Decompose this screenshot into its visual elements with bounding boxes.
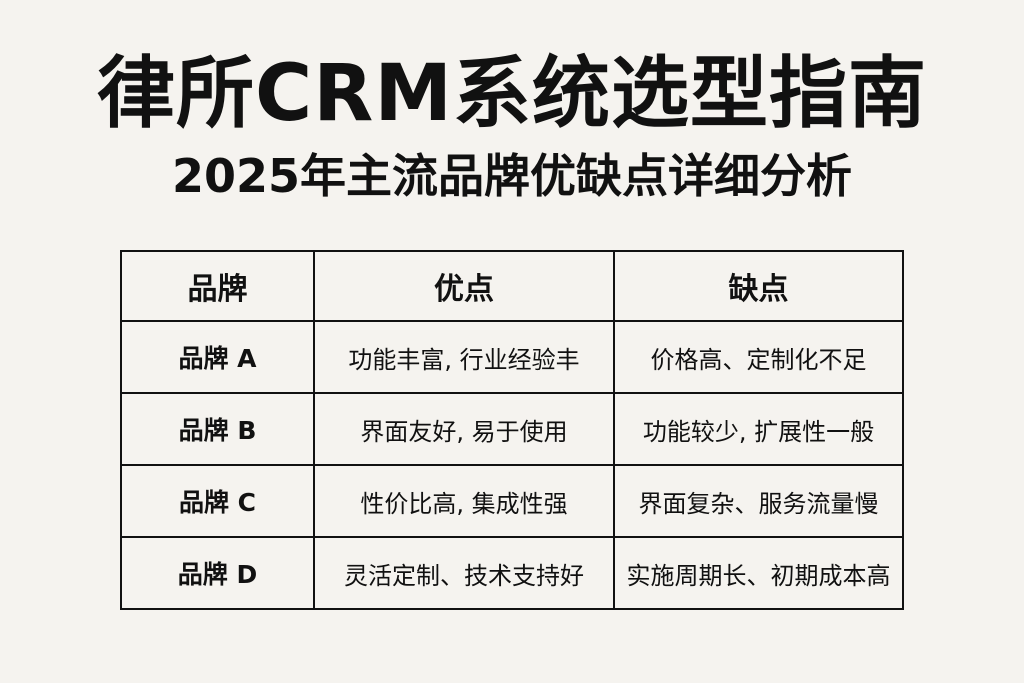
header-cons: 缺点 (613, 250, 904, 322)
page-subtitle: 2025年主流品牌优缺点详细分析 (171, 149, 853, 203)
brand-cell: 品牌 C (120, 464, 315, 538)
cons-cell: 界面复杂、服务流量慢 (613, 464, 904, 538)
table-row: 品牌 B 界面友好, 易于使用 功能较少, 扩展性一般 (120, 392, 904, 466)
pros-cell: 性价比高, 集成性强 (313, 464, 615, 538)
comparison-table: 品牌 优点 缺点 品牌 A 功能丰富, 行业经验丰 价格高、定制化不足 品牌 B… (120, 250, 904, 610)
brand-cell: 品牌 D (120, 536, 315, 610)
header-brand: 品牌 (120, 250, 315, 322)
brand-cell: 品牌 A (120, 320, 315, 394)
cons-cell: 实施周期长、初期成本高 (613, 536, 904, 610)
cons-cell: 功能较少, 扩展性一般 (613, 392, 904, 466)
table-row: 品牌 D 灵活定制、技术支持好 实施周期长、初期成本高 (120, 536, 904, 610)
pros-cell: 灵活定制、技术支持好 (313, 536, 615, 610)
cons-cell: 价格高、定制化不足 (613, 320, 904, 394)
table-row: 品牌 A 功能丰富, 行业经验丰 价格高、定制化不足 (120, 320, 904, 394)
brand-cell: 品牌 B (120, 392, 315, 466)
table-row: 品牌 C 性价比高, 集成性强 界面复杂、服务流量慢 (120, 464, 904, 538)
pros-cell: 功能丰富, 行业经验丰 (313, 320, 615, 394)
header-pros: 优点 (313, 250, 615, 322)
table-header-row: 品牌 优点 缺点 (120, 250, 904, 322)
pros-cell: 界面友好, 易于使用 (313, 392, 615, 466)
page-title: 律所CRM系统选型指南 (97, 49, 927, 139)
